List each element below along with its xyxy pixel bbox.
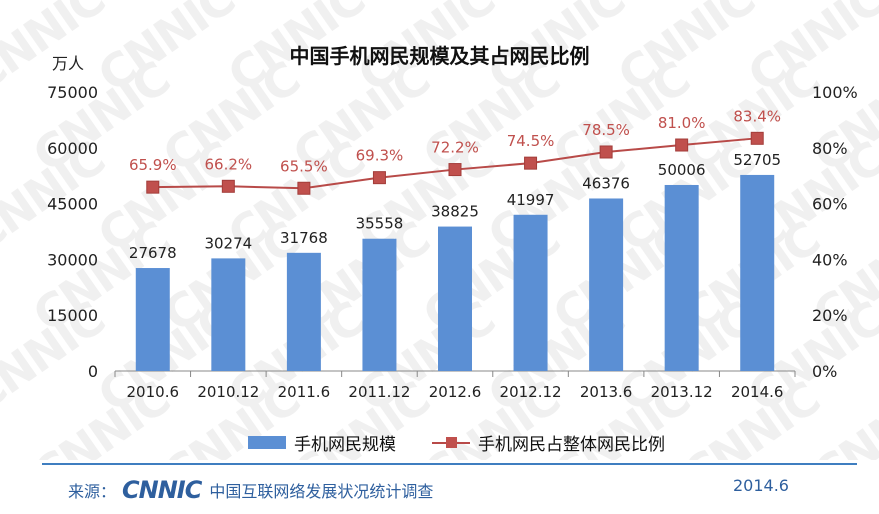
- legend-item-line: 手机网民占整体网民比例: [432, 430, 665, 455]
- line-value-label: 66.2%: [205, 155, 253, 173]
- x-tick-label: 2013.12: [651, 383, 713, 401]
- y-right-tick-label: 80%: [812, 139, 848, 158]
- footer-source-label: 来源：: [68, 482, 117, 501]
- bar: [740, 174, 775, 371]
- footer-source: 来源： CNNIC 中国互联网络发展状况统计调查: [68, 476, 433, 504]
- bar: [135, 268, 170, 371]
- cnnic-logo: CNNIC: [122, 476, 202, 504]
- y-left-tick-label: 75000: [47, 83, 98, 102]
- bar-value-label: 31768: [280, 229, 328, 247]
- bar: [286, 252, 321, 371]
- line-value-label: 65.5%: [280, 157, 328, 175]
- bar-value-label: 41997: [507, 191, 555, 209]
- footer-divider: [42, 463, 857, 465]
- x-tick-label: 2012.12: [500, 383, 562, 401]
- y-left-tick-label: 45000: [47, 195, 98, 214]
- bar: [513, 214, 548, 371]
- bar-value-label: 50006: [658, 161, 706, 179]
- bar-value-label: 30274: [204, 234, 252, 252]
- y-right-tick-label: 40%: [812, 250, 848, 269]
- chart-title: 中国手机网民规模及其占网民比例: [289, 44, 590, 68]
- line-value-label: 81.0%: [658, 114, 706, 132]
- bar: [362, 238, 397, 371]
- y-left-tick-label: 0: [88, 362, 98, 381]
- x-tick-label: 2014.6: [731, 383, 784, 401]
- x-tick-label: 2012.6: [429, 383, 482, 401]
- y-right-tick-label: 100%: [812, 83, 858, 102]
- x-tick-label: 2010.6: [127, 383, 180, 401]
- bar-value-label: 27678: [129, 244, 177, 262]
- y-right-tick-label: 20%: [812, 306, 848, 325]
- bar: [589, 198, 624, 371]
- y-right-tick-label: 0%: [812, 362, 837, 381]
- line-point: [599, 145, 613, 159]
- line-point: [675, 138, 689, 152]
- line-point: [448, 163, 462, 177]
- line-point: [146, 180, 160, 194]
- line-value-label: 69.3%: [356, 147, 404, 165]
- bar-value-label: 52705: [733, 151, 781, 169]
- line-point: [750, 131, 764, 145]
- y-right-tick-label: 60%: [812, 195, 848, 214]
- x-tick-label: 2011.12: [348, 383, 410, 401]
- line-value-label: 65.9%: [129, 156, 177, 174]
- line-point: [297, 181, 311, 195]
- y-left-tick-label: 60000: [47, 139, 98, 158]
- line-point: [221, 179, 235, 193]
- legend-item-bar: 手机网民规模: [248, 430, 396, 455]
- bar: [211, 258, 246, 371]
- y-axis-unit-label: 万人: [52, 54, 85, 73]
- bar: [664, 184, 699, 371]
- x-tick-label: 2013.6: [580, 383, 633, 401]
- chart-plot: 0 15000 30000 45000 60000 75000 0% 20% 40% 60% 80%…: [47, 83, 858, 401]
- bar-value-label: 35558: [356, 215, 404, 233]
- footer-source-name: 中国互联网络发展状况统计调查: [209, 482, 434, 501]
- bar-value-label: 38825: [431, 203, 479, 221]
- x-tick-label: 2010.12: [197, 383, 259, 401]
- legend-line-swatch: [432, 436, 470, 449]
- line-value-label: 74.5%: [507, 132, 555, 150]
- line-value-label: 78.5%: [582, 121, 630, 139]
- bar: [438, 226, 472, 371]
- x-tick-label: 2011.6: [278, 383, 331, 401]
- legend-line-label: 手机网民占整体网民比例: [478, 435, 665, 455]
- y-left-tick-label: 30000: [47, 250, 98, 269]
- line-value-label: 83.4%: [733, 107, 781, 125]
- line-point: [372, 171, 386, 185]
- footer-date: 2014.6: [733, 476, 789, 495]
- legend-bar-swatch: [248, 436, 286, 449]
- y-left-tick-label: 15000: [47, 306, 98, 325]
- bar-value-label: 46376: [582, 174, 630, 192]
- legend-bar-label: 手机网民规模: [294, 435, 396, 455]
- line-point: [524, 156, 538, 170]
- line-value-label: 72.2%: [431, 139, 479, 157]
